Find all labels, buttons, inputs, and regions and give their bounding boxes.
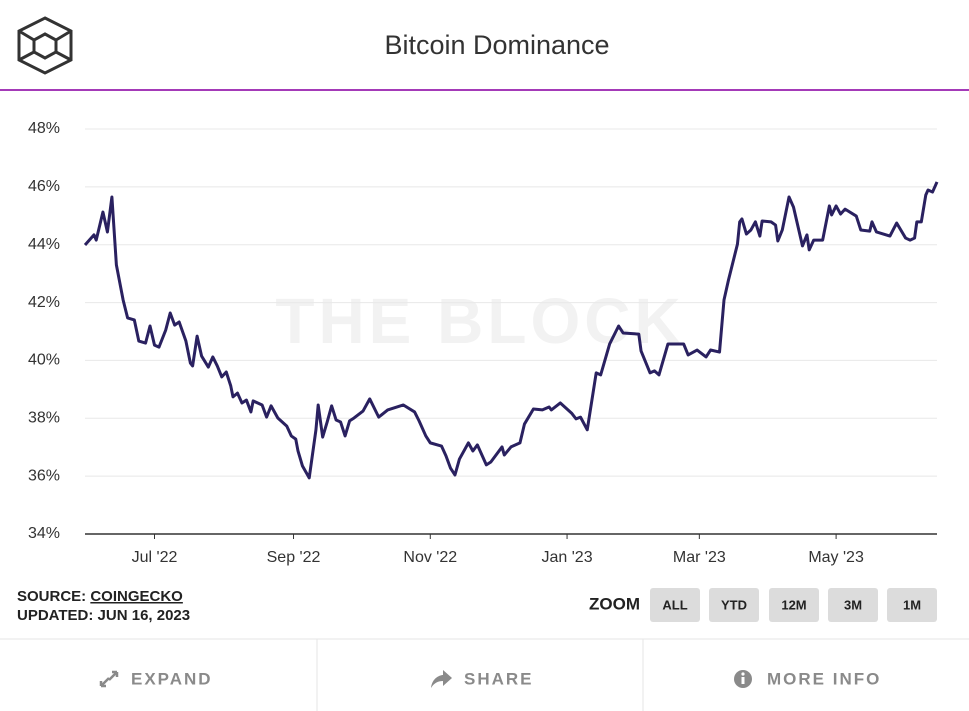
expand-label: EXPAND xyxy=(131,669,213,688)
zoom-button-bg xyxy=(769,588,819,622)
zoom-button[interactable]: 3M xyxy=(828,588,878,622)
zoom-label: ZOOM xyxy=(589,594,640,613)
x-tick-label: Nov '22 xyxy=(403,549,457,566)
source-link[interactable]: COINGECKO xyxy=(90,588,183,605)
zoom-button-label: 1M xyxy=(903,597,921,612)
y-tick-label: 42% xyxy=(28,294,60,311)
zoom-button-bg xyxy=(650,588,700,622)
x-tick-label: Mar '23 xyxy=(673,549,726,566)
x-tick-label: Jul '22 xyxy=(132,549,178,566)
zoom-button-label: 3M xyxy=(844,597,862,612)
y-tick-label: 48% xyxy=(28,120,60,137)
data-line xyxy=(83,181,939,480)
zoom-button-bg xyxy=(887,588,937,622)
plot: 34% 36% 38% 40% 42% 44% 46% 48% Jul '22 Sep '22 No… xyxy=(28,120,939,566)
x-tick-label: Jan '23 xyxy=(542,549,593,566)
logo[interactable] xyxy=(17,16,73,75)
share-label: SHARE xyxy=(464,669,534,688)
info-icon-bar xyxy=(741,677,745,684)
y-tick-label: 38% xyxy=(28,410,60,427)
zoom-button-label: 12M xyxy=(781,597,806,612)
x-tick-label: Sep '22 xyxy=(267,549,321,566)
y-tick-label: 44% xyxy=(28,236,60,253)
zoom-button[interactable]: ALL xyxy=(650,588,700,622)
y-tick-label: 36% xyxy=(28,467,60,484)
header-divider xyxy=(0,89,969,91)
zoom-button[interactable]: 12M xyxy=(769,588,819,622)
y-tick-label: 34% xyxy=(28,525,60,542)
expand-button[interactable]: EXPAND xyxy=(99,669,213,688)
x-tick-label: May '23 xyxy=(808,549,864,566)
info-label: MORE INFO xyxy=(767,669,881,688)
chart-title: Bitcoin Dominance xyxy=(384,30,609,60)
zoom-button-bg xyxy=(828,588,878,622)
info-button[interactable]: MORE INFO xyxy=(734,669,881,688)
share-icon xyxy=(431,670,452,688)
zoom-button[interactable]: YTD xyxy=(709,588,759,622)
zoom-button-bg xyxy=(709,588,759,622)
y-tick-label: 46% xyxy=(28,178,60,195)
zoom-button-label: YTD xyxy=(721,597,747,612)
zoom-button-label: ALL xyxy=(662,597,687,612)
expand-icon xyxy=(99,670,119,688)
watermark: THE BLOCK xyxy=(275,285,684,357)
source-line: SOURCE: COINGECKO xyxy=(17,588,183,605)
y-tick-label: 40% xyxy=(28,352,60,369)
source-label: SOURCE: xyxy=(17,588,86,605)
updated: UPDATED: JUN 16, 2023 xyxy=(17,607,190,624)
zoom-button[interactable]: 1M xyxy=(887,588,937,622)
share-button[interactable]: SHARE xyxy=(431,669,534,688)
zoom-buttons: ALL YTD 12M 3M 1M xyxy=(650,588,937,622)
info-icon-dot xyxy=(741,672,745,676)
